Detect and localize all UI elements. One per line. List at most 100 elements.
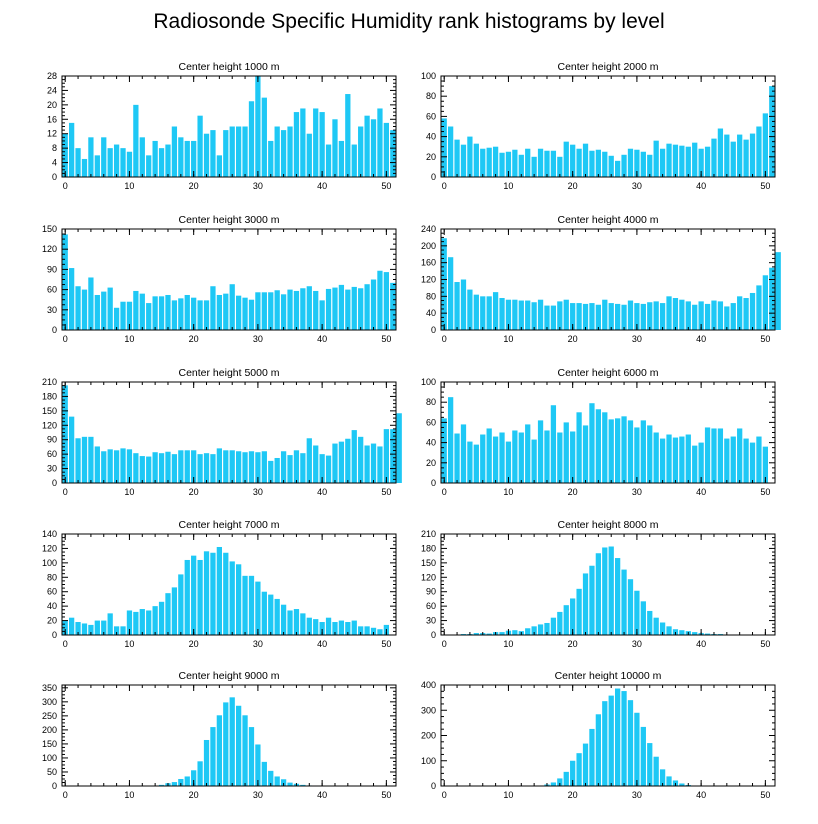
histogram-bar bbox=[236, 295, 242, 330]
histogram-bar bbox=[627, 148, 634, 177]
panel-title: Center height 8000 m bbox=[558, 519, 659, 531]
histogram-bar bbox=[582, 425, 589, 483]
histogram-bar bbox=[441, 418, 447, 483]
y-tick-label: 60 bbox=[47, 449, 57, 459]
x-tick-label: 0 bbox=[63, 181, 68, 191]
x-tick-label: 30 bbox=[632, 790, 642, 800]
histogram-bar bbox=[248, 101, 255, 177]
histogram-bar bbox=[640, 151, 646, 177]
histogram-bar bbox=[615, 303, 621, 330]
histogram-bar bbox=[358, 126, 364, 177]
histogram-bar bbox=[364, 115, 370, 177]
histogram-bar bbox=[582, 573, 589, 635]
histogram-bar bbox=[120, 448, 126, 483]
histogram-bar bbox=[191, 297, 197, 330]
histogram-bar bbox=[698, 301, 704, 330]
histogram-bar bbox=[191, 555, 197, 635]
panel-title: Center height 4000 m bbox=[558, 214, 659, 226]
histogram-bar bbox=[255, 744, 261, 786]
histogram-bar bbox=[692, 142, 698, 177]
histogram-bar bbox=[101, 137, 107, 177]
histogram-bar bbox=[313, 619, 319, 635]
histogram-bar bbox=[383, 272, 389, 330]
x-tick-label: 50 bbox=[381, 334, 391, 344]
histogram-bar bbox=[280, 294, 287, 330]
histogram-bar bbox=[300, 784, 306, 786]
histogram-bar bbox=[724, 134, 730, 177]
histogram-bar bbox=[473, 294, 479, 330]
histogram-bar bbox=[325, 288, 332, 330]
histogram-bar bbox=[615, 418, 621, 483]
histogram-bar bbox=[178, 574, 184, 635]
y-tick-label: 40 bbox=[47, 601, 57, 611]
histogram-bar bbox=[653, 301, 659, 330]
histogram-bar bbox=[229, 697, 235, 786]
histogram-bar bbox=[640, 420, 646, 483]
x-tick-label: 10 bbox=[503, 334, 513, 344]
histogram-bar bbox=[473, 633, 479, 635]
histogram-bar bbox=[550, 617, 557, 635]
x-tick-label: 0 bbox=[442, 639, 447, 649]
histogram-bar bbox=[448, 257, 454, 330]
histogram-bar bbox=[518, 300, 524, 330]
y-tick-label: 50 bbox=[47, 767, 57, 777]
histogram-bar bbox=[223, 702, 229, 786]
histogram-bar bbox=[229, 450, 235, 483]
histogram-bar bbox=[737, 134, 743, 177]
histogram-bar bbox=[300, 453, 306, 483]
histogram-bar bbox=[223, 552, 229, 635]
histogram-bar bbox=[236, 451, 242, 483]
histogram-bar bbox=[274, 126, 280, 177]
histogram-bar bbox=[133, 104, 139, 177]
histogram-bar bbox=[679, 145, 685, 177]
histogram-bar bbox=[171, 126, 178, 177]
histogram-bar bbox=[486, 428, 492, 483]
x-tick-label: 10 bbox=[124, 487, 134, 497]
x-tick-label: 50 bbox=[760, 181, 770, 191]
histogram-bar bbox=[178, 137, 184, 177]
histogram-bar bbox=[171, 782, 178, 786]
histogram-bar bbox=[158, 453, 165, 483]
histogram-bar bbox=[595, 553, 601, 635]
histogram-bar bbox=[659, 769, 666, 786]
histogram-bar bbox=[602, 151, 608, 177]
histogram-bar bbox=[769, 267, 775, 330]
x-tick-label: 10 bbox=[124, 181, 134, 191]
x-tick-label: 40 bbox=[317, 790, 327, 800]
histogram-bar bbox=[480, 296, 486, 330]
y-tick-label: 200 bbox=[42, 725, 57, 735]
histogram-bar bbox=[171, 454, 178, 483]
histogram-bar bbox=[730, 436, 736, 483]
y-tick-label: 200 bbox=[421, 731, 436, 741]
y-tick-label: 210 bbox=[42, 377, 57, 387]
histogram-bar bbox=[158, 296, 165, 330]
histogram-bar bbox=[165, 144, 171, 177]
histogram-bar bbox=[704, 427, 711, 483]
histogram-bar bbox=[280, 451, 287, 483]
histogram-bar bbox=[653, 432, 659, 483]
histogram-bar bbox=[351, 430, 357, 483]
histogram-bar bbox=[319, 112, 325, 177]
histogram-bar bbox=[563, 141, 569, 177]
x-tick-label: 30 bbox=[253, 790, 263, 800]
histogram-bar bbox=[512, 430, 518, 483]
histogram-bar bbox=[473, 143, 479, 177]
histogram-bar bbox=[762, 113, 768, 177]
histogram-bar bbox=[158, 601, 165, 635]
histogram-bar bbox=[242, 126, 248, 177]
histogram-bar bbox=[178, 298, 184, 330]
histogram-bar bbox=[512, 630, 518, 635]
histogram-bar bbox=[749, 292, 756, 330]
histogram-bar bbox=[589, 728, 595, 786]
y-tick-label: 150 bbox=[42, 739, 57, 749]
x-tick-label: 20 bbox=[568, 487, 578, 497]
histogram-bar bbox=[370, 627, 377, 635]
histogram-bar bbox=[370, 119, 377, 177]
plot-frame bbox=[61, 684, 397, 787]
histogram-bar bbox=[486, 147, 492, 177]
x-tick-label: 30 bbox=[632, 487, 642, 497]
histogram-bar bbox=[94, 446, 100, 483]
histogram-bar bbox=[627, 420, 634, 483]
histogram-bar bbox=[679, 299, 685, 330]
histogram-bar bbox=[75, 438, 81, 483]
